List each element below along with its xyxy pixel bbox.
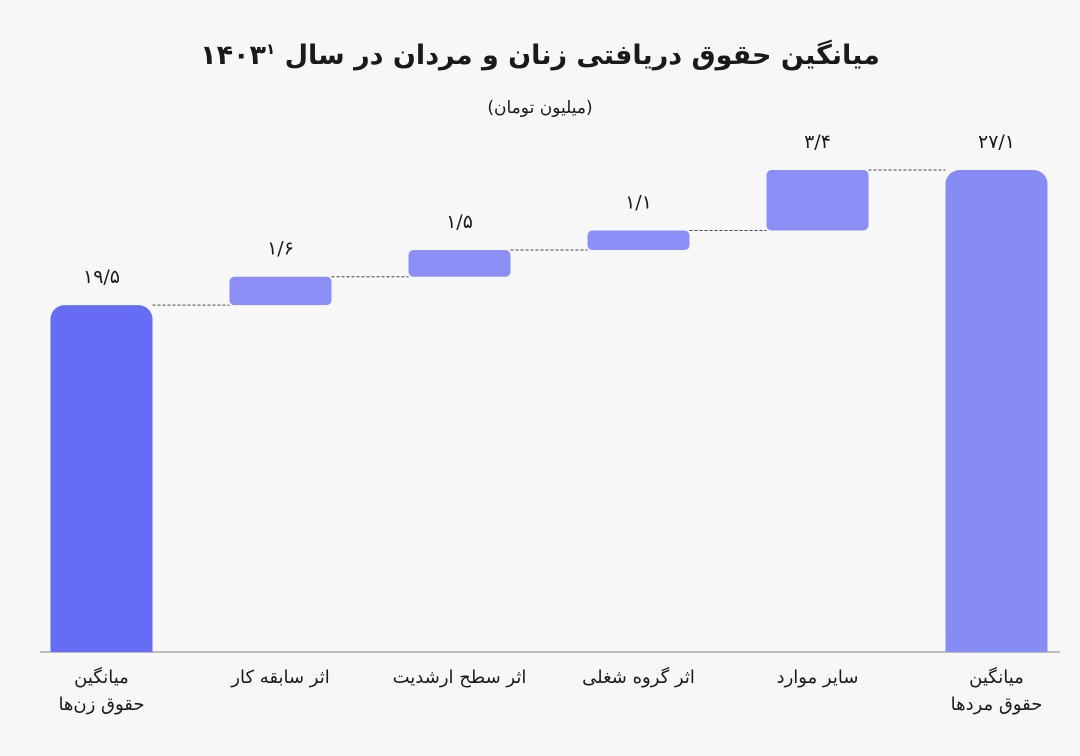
value-label: ۱۹/۵ <box>83 266 120 288</box>
bar-base <box>50 638 153 652</box>
x-tick-label: سایر موارد <box>776 667 859 688</box>
bar <box>50 305 153 652</box>
x-tick-label: اثر سطح ارشدیت <box>392 667 527 688</box>
bar <box>945 170 1048 652</box>
value-label: ۱/۱ <box>625 191 652 213</box>
x-tick-label: میانگین حقوق زن‌ها <box>58 667 145 715</box>
chart-title: میانگین حقوق دریافتی زنان و مردان در سال… <box>0 40 1080 71</box>
x-tick-label: اثر گروه شغلی <box>582 667 695 688</box>
chart-subtitle: (میلیون تومان) <box>487 98 593 118</box>
value-label: ۱/۵ <box>446 211 473 233</box>
value-label: ۳/۴ <box>804 131 831 153</box>
bar <box>229 276 332 306</box>
value-label: ۲۷/۱ <box>978 131 1015 153</box>
bar <box>587 230 690 251</box>
value-label: ۱/۶ <box>267 238 294 260</box>
bar <box>766 170 869 231</box>
bar-base <box>945 638 1048 652</box>
title-text: میانگین حقوق دریافتی زنان و مردان در سال… <box>200 40 880 71</box>
x-tick-label: اثر سابقه کار <box>231 667 330 688</box>
x-tick-label: میانگین حقوق مردها <box>950 667 1043 715</box>
title-footnote: ۱ <box>266 40 276 58</box>
bar <box>408 250 511 277</box>
